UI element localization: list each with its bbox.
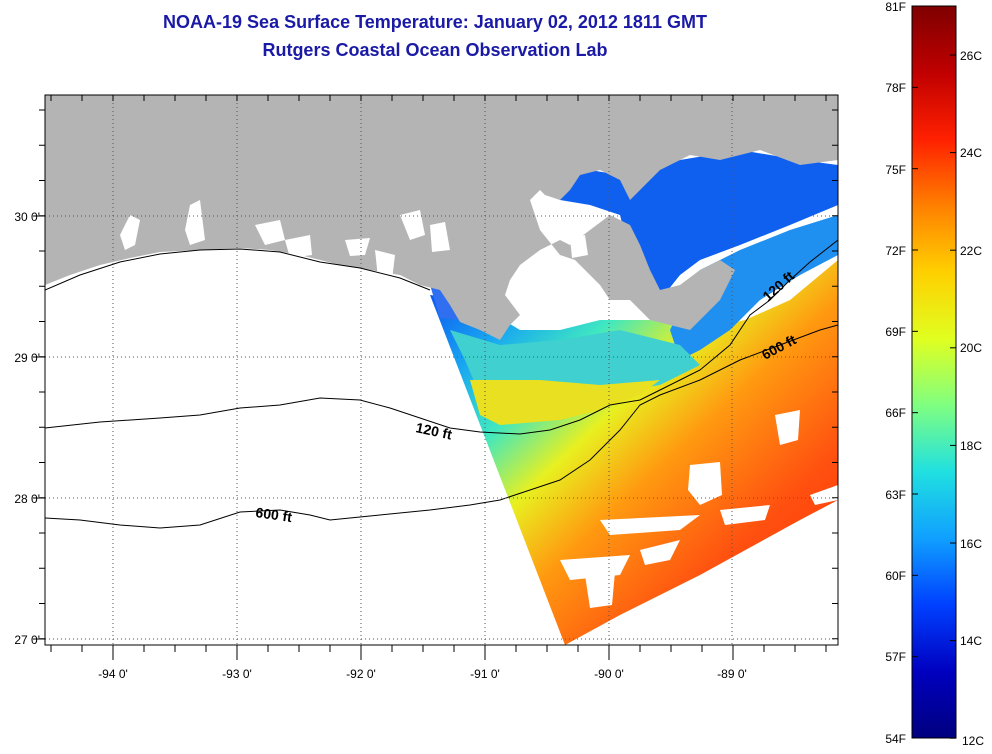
cb-f-label: 63F (885, 488, 906, 502)
map-title: NOAA-19 Sea Surface Temperature: January… (163, 12, 707, 32)
longitude-axis-labels: -94 0' -93 0' -92 0' -91 0' -90 0' -89 0… (98, 667, 747, 681)
cb-c-label: 20C (960, 341, 982, 355)
lon-label: -89 0' (717, 667, 747, 681)
sst-nearshore-cold (530, 150, 838, 300)
cb-c-label: 16C (960, 537, 982, 551)
cb-c-label: 18C (960, 439, 982, 453)
plot-border (44, 94, 839, 646)
lon-label: -91 0' (470, 667, 500, 681)
land-mass (45, 95, 838, 340)
sst-bay-cold (670, 215, 838, 360)
cb-c-label: 22C (960, 244, 982, 258)
cb-c-label: 26C (960, 49, 982, 63)
map-subtitle: Rutgers Coastal Ocean Observation Lab (262, 40, 608, 60)
cb-c-label: 24C (960, 146, 982, 160)
colorbar-celsius-labels: 26C 24C 22C 20C 18C 16C 14C 12C (960, 49, 984, 748)
latitude-axis-labels: 30 0' 29 0' 28 0' 27 0' (14, 210, 40, 647)
cb-c-label: 12C (962, 734, 984, 748)
sst-inner-shelf (450, 330, 700, 395)
colorbar-ticks (912, 5, 956, 739)
cb-f-label: 54F (885, 732, 906, 746)
lat-label: 30 0' (14, 210, 40, 224)
axis-ticks (33, 95, 838, 660)
depth-contours (45, 239, 838, 529)
colorbar (911, 5, 957, 739)
cb-f-label: 69F (885, 325, 906, 339)
cb-f-label: 57F (885, 650, 906, 664)
sst-no-data-patches (560, 410, 838, 608)
cb-f-label: 66F (885, 406, 906, 420)
cb-f-label: 72F (885, 244, 906, 258)
lon-label: -90 0' (594, 667, 624, 681)
contour-label-120ft-west: 120 ft (414, 419, 453, 442)
coastline-west (45, 248, 431, 291)
cb-f-label: 81F (885, 0, 906, 14)
contour-label-600ft-west: 600 ft (255, 504, 294, 525)
cb-f-label: 60F (885, 569, 906, 583)
cb-c-label: 14C (960, 634, 982, 648)
contour-120ft (45, 239, 838, 435)
lon-label: -94 0' (98, 667, 128, 681)
lat-label: 27 0' (14, 633, 40, 647)
cb-f-label: 78F (885, 81, 906, 95)
cb-f-label: 75F (885, 163, 906, 177)
lon-label: -92 0' (346, 667, 376, 681)
colorbar-fahrenheit-labels: 81F 78F 75F 72F 69F 66F 63F 60F 57F 54F (885, 0, 906, 746)
sst-mid-shelf (470, 380, 660, 425)
contour-600ft (45, 324, 838, 529)
lon-label: -93 0' (222, 667, 252, 681)
lat-label: 28 0' (14, 492, 40, 506)
graticule (45, 95, 838, 645)
lat-label: 29 0' (14, 351, 40, 365)
